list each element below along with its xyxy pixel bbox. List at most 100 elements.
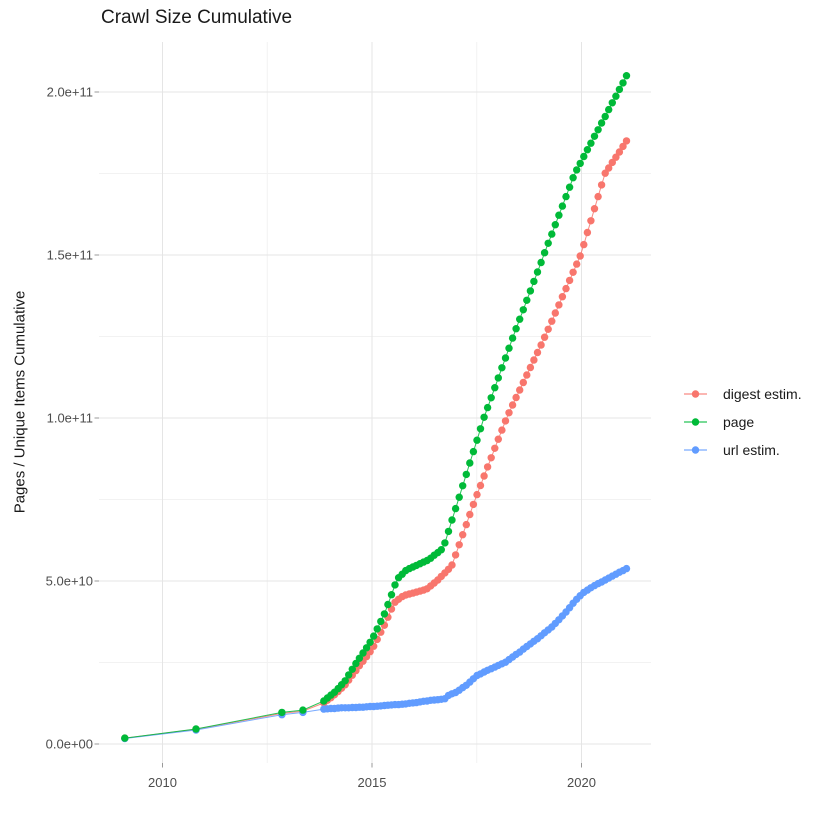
legend-key-dot (691, 390, 700, 398)
legend-key-dot (691, 446, 700, 454)
data-point-digest-estim (466, 510, 474, 519)
data-point-page (370, 632, 378, 640)
data-point-digest-estim (530, 356, 538, 364)
data-point-digest-estim (537, 341, 545, 349)
data-point-digest-estim (573, 260, 581, 268)
data-point-digest-estim (469, 500, 478, 509)
data-point-page (544, 239, 552, 247)
data-point-digest-estim (516, 386, 524, 394)
data-point-digest-estim (590, 205, 599, 213)
legend-label: url estim. (723, 442, 780, 458)
data-point-page (540, 249, 549, 257)
legend-key-url-estim-icon (684, 446, 707, 454)
data-point-page (366, 638, 374, 646)
data-point-page (352, 659, 360, 668)
data-point-page (533, 268, 542, 276)
data-point-digest-estim (601, 169, 609, 177)
y-axis-title: Pages / Unique Items Cumulative (11, 290, 29, 514)
data-point-page (594, 126, 602, 134)
data-point-page (608, 99, 616, 107)
data-point-digest-estim (540, 333, 549, 341)
data-point-page (501, 354, 510, 362)
data-point-digest-estim (619, 142, 627, 151)
data-point-page (462, 470, 470, 479)
data-point-digest-estim (583, 228, 592, 237)
data-point-page (444, 527, 453, 536)
data-point-page (573, 166, 581, 174)
y-tick-label: 0.0e+00 (46, 737, 93, 752)
data-point-page (278, 708, 286, 717)
data-point-digest-estim (487, 454, 495, 462)
data-point-page (558, 202, 567, 210)
data-point-digest-estim (608, 158, 616, 167)
data-point-page (348, 665, 356, 673)
data-point-digest-estim (594, 192, 602, 201)
data-point-page (612, 92, 620, 100)
data-point-page (551, 221, 559, 229)
data-point-digest-estim (587, 217, 595, 225)
data-point-page (548, 230, 556, 238)
data-point-digest-estim (569, 268, 577, 276)
data-point-page (512, 325, 520, 333)
data-point-digest-estim (498, 426, 506, 434)
data-point-page (345, 671, 353, 679)
data-point-page (384, 600, 392, 609)
data-point-page (459, 482, 467, 490)
data-point-page (380, 610, 389, 618)
data-point-page (508, 334, 517, 342)
data-point-page (466, 459, 474, 467)
data-point-digest-estim (533, 348, 542, 357)
data-point-page (483, 403, 492, 412)
data-point-digest-estim (565, 276, 574, 285)
data-point-page (299, 706, 307, 714)
data-point-page (362, 644, 371, 652)
data-point-digest-estim (519, 378, 527, 387)
data-point-page (622, 72, 631, 80)
y-tick-label: 1.0e+11 (47, 411, 93, 426)
y-tick-label: 5.0e+10 (46, 574, 93, 589)
data-point-page (387, 591, 396, 599)
series-line-url-estim (124, 568, 627, 739)
y-tick-label: 2.0e+11 (47, 85, 93, 100)
data-point-digest-estim (508, 401, 517, 409)
data-point-digest-estim (448, 561, 456, 569)
data-point-page (565, 183, 574, 191)
data-point-page (391, 581, 399, 589)
data-point-page (526, 287, 535, 295)
legend-key-dot (691, 418, 700, 426)
data-point-page (605, 105, 613, 114)
legend-item-digest-estim: digest estim. (683, 380, 802, 408)
data-point-digest-estim (551, 309, 559, 317)
data-point-page (480, 413, 488, 421)
data-point-digest-estim (462, 520, 470, 529)
data-point-digest-estim (580, 240, 588, 249)
data-point-digest-estim (558, 293, 567, 301)
data-point-page (192, 725, 200, 733)
data-point-digest-estim (605, 164, 613, 172)
data-point-page (615, 85, 624, 94)
data-point-digest-estim (622, 137, 631, 145)
data-point-page (494, 374, 502, 382)
data-point-digest-estim (459, 531, 467, 539)
data-point-digest-estim (544, 325, 552, 333)
data-point-page (505, 344, 513, 352)
data-point-digest-estim (555, 301, 563, 309)
data-point-digest-estim (451, 551, 460, 559)
data-point-digest-estim (562, 284, 570, 293)
data-point-page (590, 132, 599, 140)
data-point-page (569, 174, 577, 182)
x-tick-label: 2015 (358, 775, 387, 790)
data-point-digest-estim (491, 444, 499, 452)
data-point-page (537, 258, 545, 267)
x-tick-label: 2020 (567, 775, 596, 790)
data-point-digest-estim (501, 417, 510, 425)
data-point-page (516, 315, 524, 323)
legend-key-page-icon (684, 418, 707, 426)
data-point-digest-estim (523, 371, 531, 379)
data-point-page (619, 79, 627, 87)
data-point-digest-estim (548, 317, 556, 325)
data-point-page (519, 306, 527, 314)
data-point-page (437, 546, 445, 554)
data-point-page (487, 394, 495, 402)
